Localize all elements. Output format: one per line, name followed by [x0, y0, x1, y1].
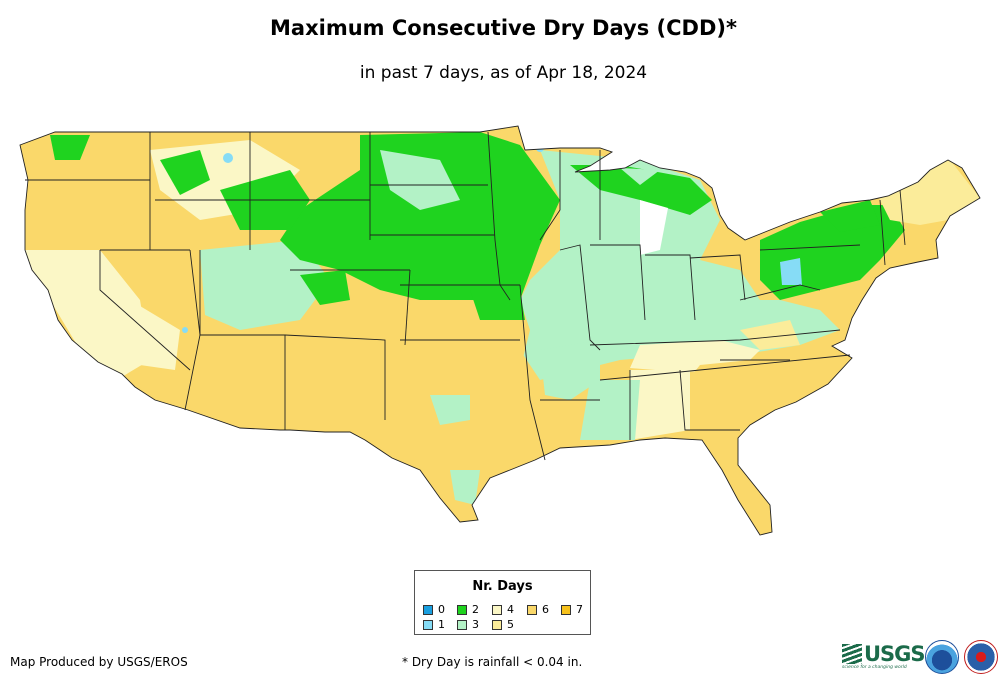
legend-item: 6	[527, 603, 549, 616]
legend-swatch	[423, 619, 433, 630]
usgs-logo: USGS	[842, 642, 926, 670]
legend-label: 5	[507, 618, 514, 631]
agency-logos: USGS science for a changing world	[842, 638, 1002, 678]
legend-item: 2	[457, 603, 479, 616]
legend-label: 6	[542, 603, 549, 616]
legend: Nr. Days 0 1 2 3 4 5 6 7	[414, 570, 591, 635]
legend-swatch	[492, 619, 502, 630]
legend-label: 0	[438, 603, 445, 616]
usgs-text: USGS	[864, 642, 926, 666]
us-dry-days-map	[19, 125, 981, 536]
legend-item: 3	[457, 618, 479, 631]
legend-swatch	[561, 604, 571, 615]
legend-swatch	[457, 604, 467, 615]
legend-swatch	[527, 604, 537, 615]
dry-day-note: * Dry Day is rainfall < 0.04 in.	[402, 655, 583, 669]
legend-item: 4	[492, 603, 514, 616]
noaa-logo-icon	[925, 640, 959, 674]
legend-label: 1	[438, 618, 445, 631]
legend-swatch	[457, 619, 467, 630]
legend-item: 7	[561, 603, 583, 616]
legend-item: 1	[423, 618, 445, 631]
legend-swatch	[423, 604, 433, 615]
legend-label: 7	[576, 603, 583, 616]
legend-label: 2	[472, 603, 479, 616]
legend-swatch	[492, 604, 502, 615]
map-credit: Map Produced by USGS/EROS	[10, 655, 188, 669]
map-subtitle: in past 7 days, as of Apr 18, 2024	[359, 63, 648, 83]
usgs-mark-icon	[842, 644, 862, 664]
map-title: Maximum Consecutive Dry Days (CDD)*	[270, 16, 737, 40]
nws-logo-icon	[964, 640, 998, 674]
legend-item: 5	[492, 618, 514, 631]
legend-label: 3	[472, 618, 479, 631]
legend-item: 0	[423, 603, 445, 616]
usgs-tagline: science for a changing world	[842, 665, 907, 670]
legend-label: 4	[507, 603, 514, 616]
legend-title: Nr. Days	[472, 579, 533, 594]
